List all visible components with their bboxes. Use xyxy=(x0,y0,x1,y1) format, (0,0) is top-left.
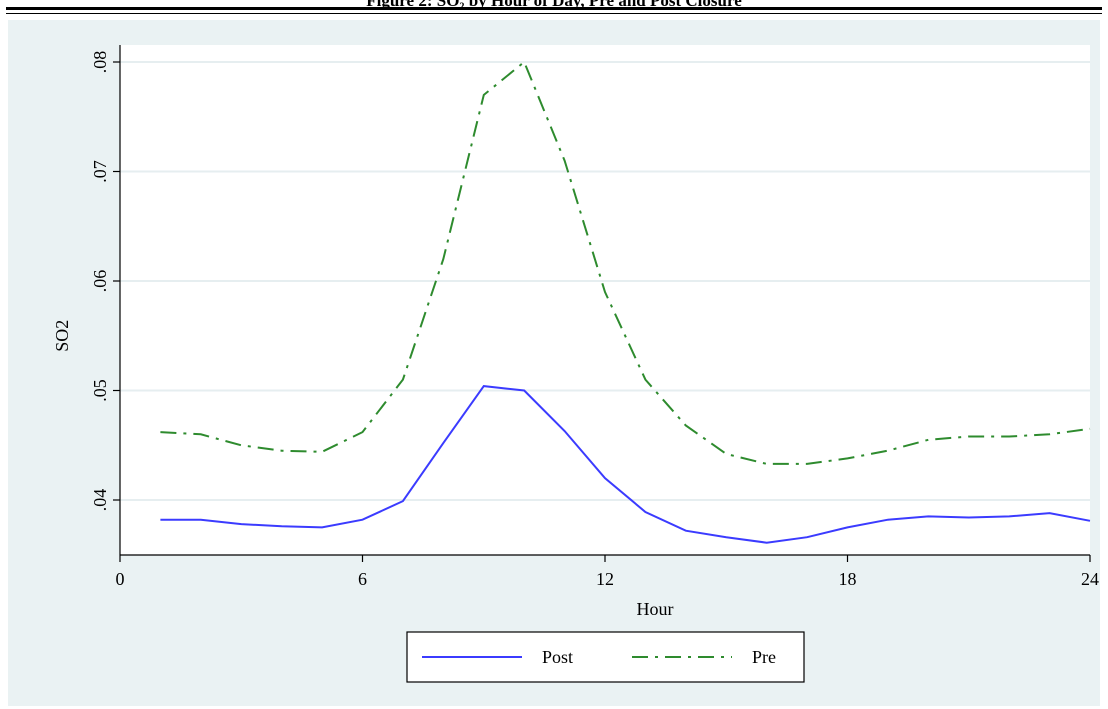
y-tick-label-4: .08 xyxy=(90,51,110,74)
y-tick-label-0: .04 xyxy=(90,489,110,512)
y-axis-title: SO2 xyxy=(52,320,72,352)
figure-title: Figure 2: SO₂ by Hour of Day, Pre and Po… xyxy=(366,0,742,10)
legend-label-post: Post xyxy=(542,647,573,667)
y-tick-label-2: .06 xyxy=(90,270,110,293)
y-tick-label-1: .05 xyxy=(90,379,110,402)
x-tick-label-2: 12 xyxy=(596,569,614,589)
x-tick-label-1: 6 xyxy=(358,569,367,589)
y-tick-label-3: .07 xyxy=(90,160,110,183)
plot-area xyxy=(120,45,1090,555)
x-tick-label-0: 0 xyxy=(116,569,125,589)
title-rule-bottom xyxy=(6,13,1102,14)
x-tick-label-4: 24 xyxy=(1081,569,1099,589)
x-axis-title: Hour xyxy=(637,599,674,619)
series-line-post xyxy=(160,385,1091,544)
series-line-pre xyxy=(160,60,1091,465)
x-tick-label-3: 18 xyxy=(839,569,857,589)
legend-label-pre: Pre xyxy=(752,647,776,667)
title-rule-top xyxy=(6,7,1102,10)
